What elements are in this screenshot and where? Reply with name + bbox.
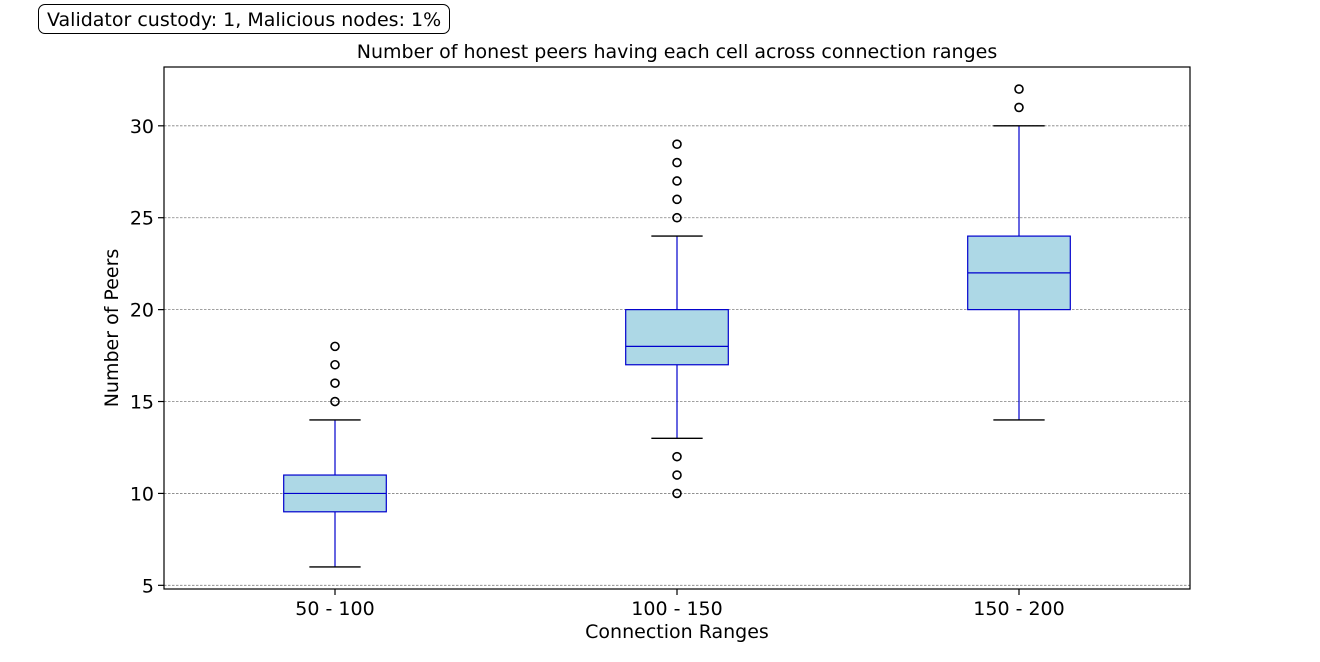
outlier-point — [672, 176, 682, 186]
y-tick-label: 25 — [130, 208, 154, 230]
x-tick-label: 150 - 200 — [973, 598, 1064, 620]
outlier-point — [330, 359, 340, 370]
outlier-point — [672, 470, 682, 480]
iqr-box — [625, 309, 729, 366]
y-tick-label: 10 — [130, 483, 154, 505]
y-axis-label: Number of Peers — [101, 249, 123, 408]
outlier-point — [672, 139, 682, 149]
y-tick-label: 15 — [130, 392, 154, 414]
outlier-point — [1014, 102, 1024, 113]
chart-title: Number of honest peers having each cell … — [357, 41, 997, 63]
outlier-point — [672, 451, 682, 462]
outlier-point — [672, 488, 682, 499]
y-tick-label: 5 — [142, 575, 154, 597]
x-axis-label: Connection Ranges — [585, 621, 769, 643]
outlier-point — [330, 396, 340, 407]
x-tick-label: 100 - 150 — [631, 598, 722, 620]
outlier-point — [330, 341, 340, 352]
annotation-box: Validator custody: 1, Malicious nodes: 1… — [38, 4, 451, 34]
x-tick-label: 50 - 100 — [295, 598, 374, 620]
y-tick-label: 30 — [130, 116, 154, 138]
outlier-point — [672, 157, 682, 168]
outlier-point — [672, 212, 682, 223]
y-tick-label: 20 — [130, 300, 154, 322]
outlier-point — [672, 194, 682, 205]
outlier-point — [330, 378, 340, 388]
outlier-point — [1014, 84, 1024, 94]
